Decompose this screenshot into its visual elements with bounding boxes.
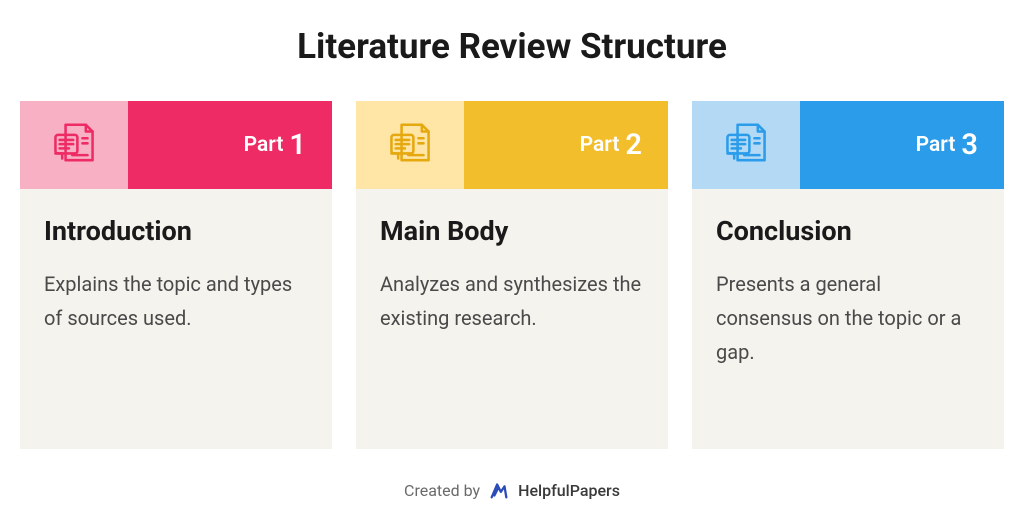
card-header: Part 3 [692, 101, 1004, 189]
brand-name: HelpfulPapers [518, 481, 620, 500]
card-body: Conclusion Presents a general consensus … [692, 189, 1004, 449]
part-number: 2 [625, 128, 642, 162]
part-label: Part 2 [464, 101, 668, 189]
card-body: Introduction Explains the topic and type… [20, 189, 332, 449]
cards-row: Part 1 Introduction Explains the topic a… [0, 101, 1024, 449]
card-heading: Main Body [380, 215, 644, 247]
card-introduction: Part 1 Introduction Explains the topic a… [20, 101, 332, 449]
document-icon [719, 118, 773, 172]
card-header: Part 1 [20, 101, 332, 189]
part-word: Part [916, 133, 956, 157]
card-conclusion: Part 3 Conclusion Presents a general con… [692, 101, 1004, 449]
created-by-label: Created by [404, 481, 480, 500]
icon-box [356, 101, 464, 189]
brand-logo-icon [488, 479, 510, 501]
document-icon [383, 118, 437, 172]
icon-box [20, 101, 128, 189]
card-main-body: Part 2 Main Body Analyzes and synthesize… [356, 101, 668, 449]
page-title: Literature Review Structure [297, 26, 727, 67]
card-heading: Introduction [44, 215, 308, 247]
part-word: Part [244, 133, 284, 157]
part-word: Part [580, 133, 620, 157]
card-description: Presents a general consensus on the topi… [716, 267, 980, 369]
part-label: Part 3 [800, 101, 1004, 189]
part-number: 1 [289, 128, 306, 162]
part-number: 3 [961, 128, 978, 162]
document-icon [47, 118, 101, 172]
card-body: Main Body Analyzes and synthesizes the e… [356, 189, 668, 449]
icon-box [692, 101, 800, 189]
card-description: Explains the topic and types of sources … [44, 267, 308, 335]
card-heading: Conclusion [716, 215, 980, 247]
footer: Created by HelpfulPapers [404, 479, 620, 501]
card-description: Analyzes and synthesizes the existing re… [380, 267, 644, 335]
part-label: Part 1 [128, 101, 332, 189]
card-header: Part 2 [356, 101, 668, 189]
